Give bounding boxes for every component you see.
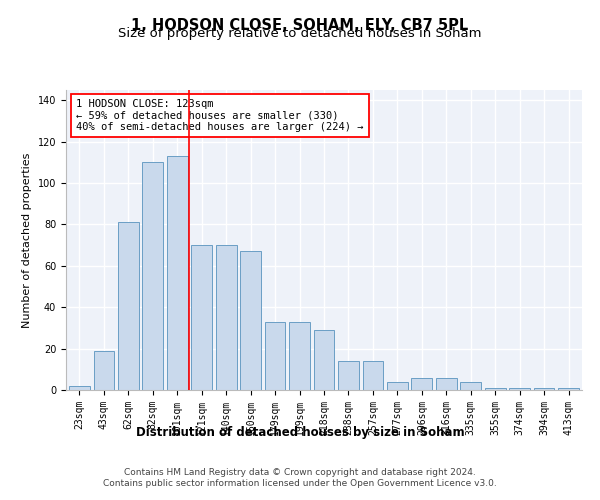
Text: Contains HM Land Registry data © Crown copyright and database right 2024.: Contains HM Land Registry data © Crown c…	[124, 468, 476, 477]
Bar	[191, 245, 212, 390]
Bar	[167, 156, 188, 390]
Text: Distribution of detached houses by size in Soham: Distribution of detached houses by size …	[136, 426, 464, 439]
Y-axis label: Number of detached properties: Number of detached properties	[22, 152, 32, 328]
Bar	[509, 388, 530, 390]
Bar	[265, 322, 286, 390]
Text: Contains public sector information licensed under the Open Government Licence v3: Contains public sector information licen…	[103, 479, 497, 488]
Bar	[240, 252, 261, 390]
Bar	[485, 388, 506, 390]
Bar	[314, 330, 334, 390]
Bar	[142, 162, 163, 390]
Text: Size of property relative to detached houses in Soham: Size of property relative to detached ho…	[118, 28, 482, 40]
Bar	[118, 222, 139, 390]
Bar	[412, 378, 432, 390]
Bar	[338, 361, 359, 390]
Bar	[289, 322, 310, 390]
Text: 1 HODSON CLOSE: 123sqm
← 59% of detached houses are smaller (330)
40% of semi-de: 1 HODSON CLOSE: 123sqm ← 59% of detached…	[76, 99, 364, 132]
Bar	[387, 382, 408, 390]
Bar	[69, 386, 90, 390]
Bar	[216, 245, 236, 390]
Bar	[534, 388, 554, 390]
Bar	[558, 388, 579, 390]
Bar	[436, 378, 457, 390]
Bar	[362, 361, 383, 390]
Bar	[460, 382, 481, 390]
Text: 1, HODSON CLOSE, SOHAM, ELY, CB7 5PL: 1, HODSON CLOSE, SOHAM, ELY, CB7 5PL	[131, 18, 469, 32]
Bar	[94, 350, 114, 390]
